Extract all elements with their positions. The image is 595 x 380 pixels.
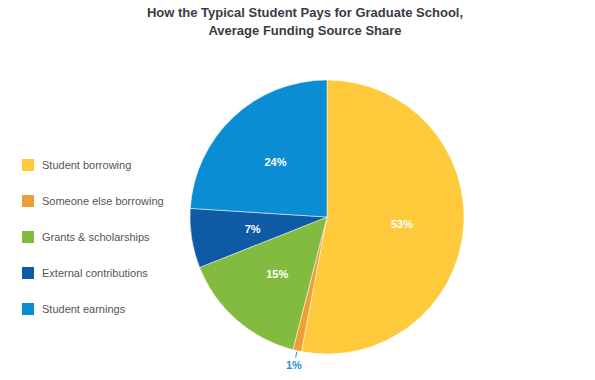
- legend-label: External contributions: [42, 267, 148, 279]
- title: How the Typical Student Pays for Graduat…: [147, 5, 463, 38]
- legend-label: Someone else borrowing: [42, 195, 164, 207]
- legend-swatch: [22, 231, 34, 243]
- legend-swatch: [22, 159, 34, 171]
- data-label: 24%: [264, 156, 286, 168]
- legend-label: Grants & scholarships: [42, 231, 150, 243]
- plot-area: [190, 80, 464, 354]
- data-label: 7%: [245, 223, 261, 235]
- legend-swatch: [22, 195, 34, 207]
- leader-line: [296, 352, 297, 358]
- data-label: 1%: [286, 359, 302, 371]
- pie-slice: [190, 208, 327, 267]
- legend-label: Student borrowing: [42, 159, 131, 171]
- chart: How the Typical Student Pays for Graduat…: [0, 0, 595, 380]
- data-labels: 53% 1% 15% 7% 24%: [245, 156, 414, 371]
- pie-slice: [190, 80, 327, 217]
- pie: [190, 80, 464, 354]
- data-label: 53%: [391, 218, 413, 230]
- legend: Student borrowing Someone else borrowing G…: [22, 159, 164, 315]
- legend-swatch: [22, 267, 34, 279]
- legend-swatch: [22, 303, 34, 315]
- legend-label: Student earnings: [42, 303, 126, 315]
- data-label: 15%: [266, 268, 288, 280]
